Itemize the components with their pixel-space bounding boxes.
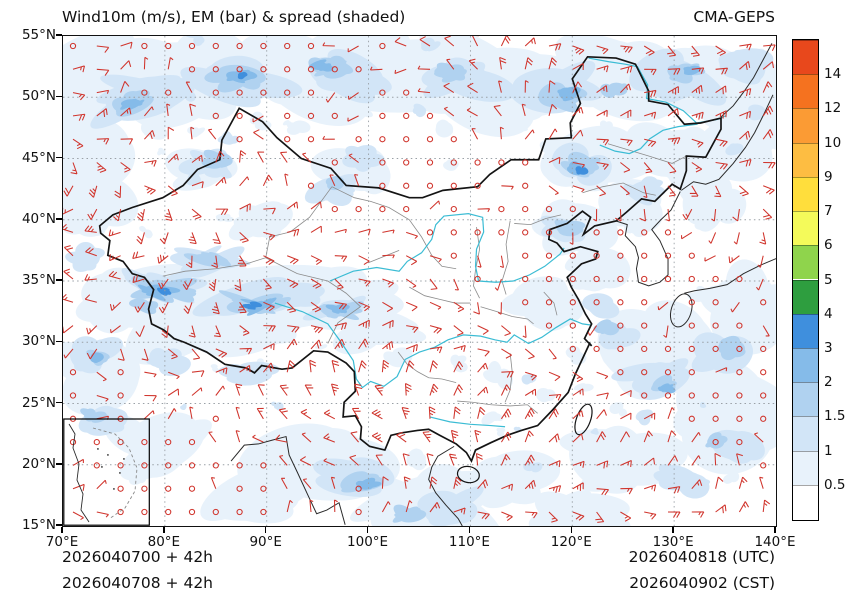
colorbar-segment xyxy=(793,176,818,212)
y-tick-label: 15°N xyxy=(21,517,56,533)
y-tick-mark xyxy=(56,95,62,97)
y-tick-label: 25°N xyxy=(21,394,56,411)
x-tick-mark xyxy=(774,527,776,533)
colorbar-segment xyxy=(793,484,818,519)
y-tick-mark xyxy=(56,34,62,36)
colorbar-segment xyxy=(793,279,818,314)
x-tick-label: 80°E xyxy=(147,534,181,550)
colorbar-segment xyxy=(793,313,818,348)
x-tick-label: 110°E xyxy=(448,534,490,550)
chart-title: Wind10m (m/s), EM (bar) & spread (shaded… xyxy=(62,8,406,26)
colorbar-label: 1 xyxy=(824,442,833,459)
init-time-cst: 2026040708 + 42h xyxy=(62,574,214,592)
x-tick-label: 100°E xyxy=(347,534,389,550)
map-plot-area xyxy=(62,35,777,527)
colorbar-segment xyxy=(793,245,818,280)
colorbar-segment xyxy=(793,450,818,485)
colorbar-label: 12 xyxy=(824,100,842,117)
colorbar-segment xyxy=(793,382,818,417)
y-tick-label: 40°N xyxy=(21,210,56,227)
valid-time-utc: 2026040818 (UTC) xyxy=(628,548,775,566)
y-tick-label: 35°N xyxy=(21,272,56,288)
y-tick-label: 50°N xyxy=(21,88,56,105)
y-tick-mark xyxy=(56,279,62,281)
y-tick-mark xyxy=(56,463,62,465)
y-tick-label: 20°N xyxy=(21,455,56,472)
weather-map-canvas xyxy=(63,36,776,526)
colorbar-label: 6 xyxy=(824,237,833,254)
colorbar-label: 10 xyxy=(824,134,842,151)
y-tick-label: 45°N xyxy=(21,149,56,166)
valid-time-cst: 2026040902 (CST) xyxy=(629,574,775,592)
y-tick-label: 30°N xyxy=(21,333,56,350)
colorbar-label: 1.5 xyxy=(824,408,846,425)
x-tick-mark xyxy=(163,527,165,533)
colorbar-label: 5 xyxy=(824,271,833,288)
x-tick-mark xyxy=(468,527,471,533)
x-tick-label: 130°E xyxy=(652,534,694,550)
x-tick-label: 140°E xyxy=(754,534,796,550)
colorbar-segment xyxy=(793,74,818,109)
colorbar-label: 2 xyxy=(824,374,833,391)
colorbar-label: 4 xyxy=(824,305,833,322)
x-tick-mark xyxy=(672,527,674,533)
y-tick-mark xyxy=(56,401,62,404)
y-tick-label: 55°N xyxy=(21,27,56,43)
colorbar-segment xyxy=(793,142,818,177)
x-tick-label: 90°E xyxy=(249,534,282,550)
colorbar-label: 9 xyxy=(824,168,833,185)
colorbar-segment xyxy=(793,108,818,143)
colorbar-label: 0.5 xyxy=(824,476,846,493)
y-tick-mark xyxy=(56,156,62,159)
x-tick-mark xyxy=(264,527,267,533)
colorbar-label: 7 xyxy=(824,203,833,220)
colorbar-label: 14 xyxy=(824,66,842,83)
x-tick-mark xyxy=(366,527,369,533)
y-tick-mark xyxy=(56,218,62,220)
x-tick-label: 70°E xyxy=(45,534,79,550)
colorbar-segment xyxy=(793,416,818,451)
y-tick-mark xyxy=(56,340,62,342)
colorbar-segment xyxy=(793,40,818,75)
model-name: CMA-GEPS xyxy=(693,8,775,26)
colorbar xyxy=(792,39,819,521)
init-time-utc: 2026040700 + 42h xyxy=(62,548,214,566)
x-tick-mark xyxy=(570,527,573,533)
y-tick-mark xyxy=(56,524,62,526)
x-tick-label: 120°E xyxy=(550,534,592,550)
colorbar-segment xyxy=(793,211,818,246)
colorbar-label: 3 xyxy=(824,339,833,356)
x-tick-mark xyxy=(61,527,63,533)
colorbar-segment xyxy=(793,347,818,383)
